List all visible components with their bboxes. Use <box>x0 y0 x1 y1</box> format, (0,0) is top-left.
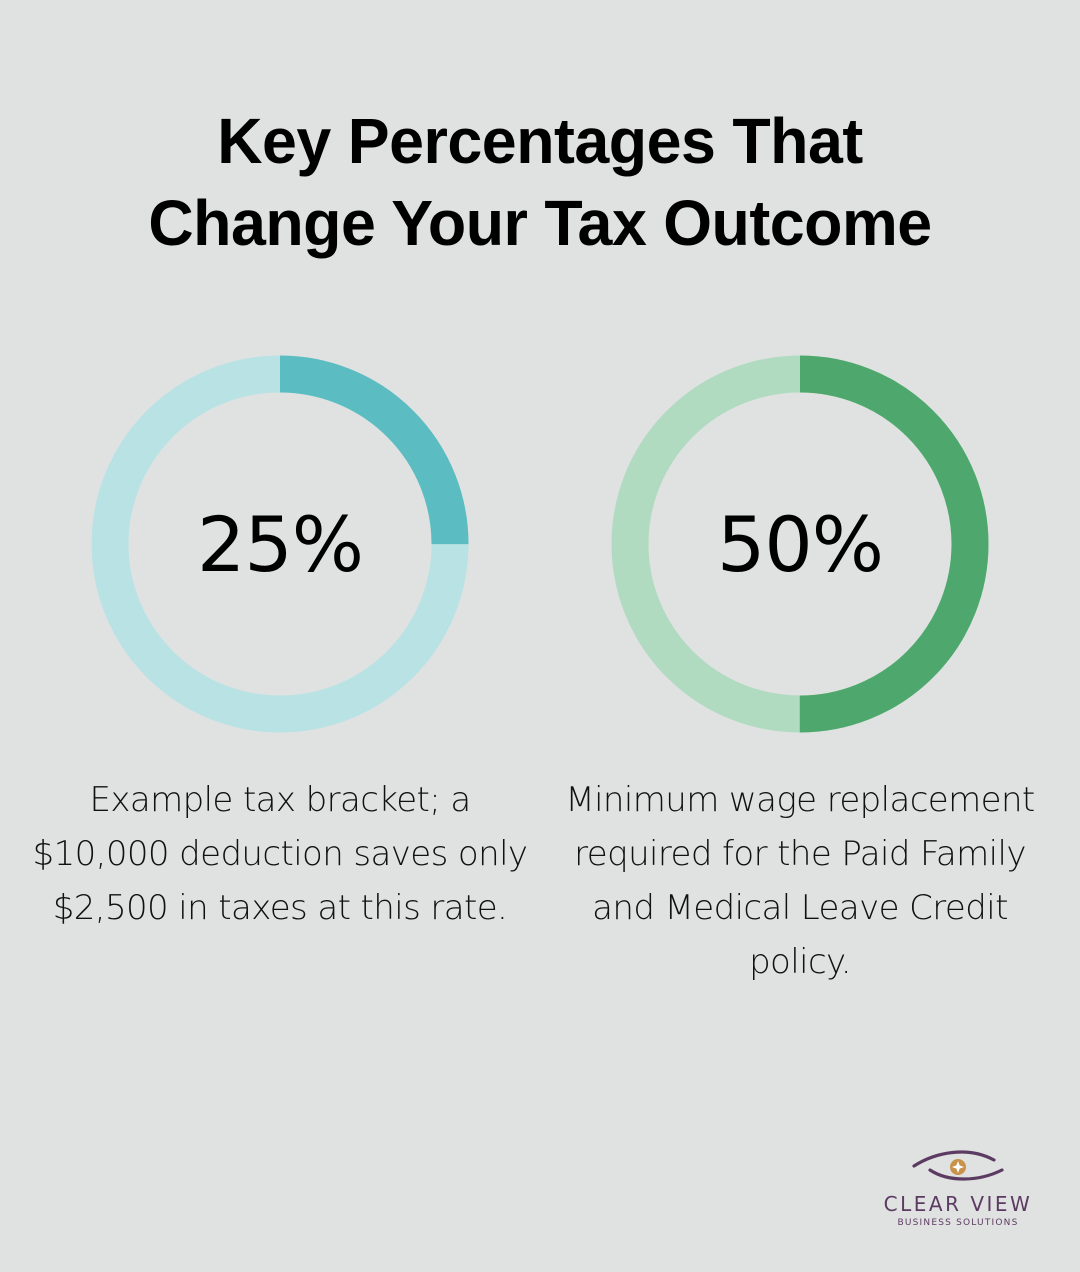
title-line-1: Key Percentages That <box>217 105 863 177</box>
donut-chart-25: 25% <box>91 355 469 733</box>
stat-card-tax-bracket: 25% Example tax bracket; a $10,000 deduc… <box>20 355 540 935</box>
percentage-value: 50% <box>717 499 884 589</box>
stat-description: Example tax bracket; a $10,000 deduction… <box>32 780 529 928</box>
eye-logo-icon <box>912 1150 1004 1181</box>
stat-description: Minimum wage replacement required for th… <box>565 780 1035 982</box>
donut-ring <box>611 355 989 733</box>
donut-chart-50: 50% <box>611 355 989 733</box>
logo-tagline: BUSINESS SOLUTIONS <box>897 1218 1019 1228</box>
logo-name: CLEAR VIEW <box>883 1192 1033 1216</box>
stat-card-wage-replacement: 50% Minimum wage replacement required fo… <box>540 355 1060 989</box>
percentage-value: 25% <box>197 499 364 589</box>
page-title: Key Percentages That Change Your Tax Out… <box>11 100 1069 264</box>
donut-ring <box>91 355 469 733</box>
company-logo: CLEAR VIEW BUSINESS SOLUTIONS <box>868 1148 1048 1228</box>
title-line-2: Change Your Tax Outcome <box>148 187 932 259</box>
